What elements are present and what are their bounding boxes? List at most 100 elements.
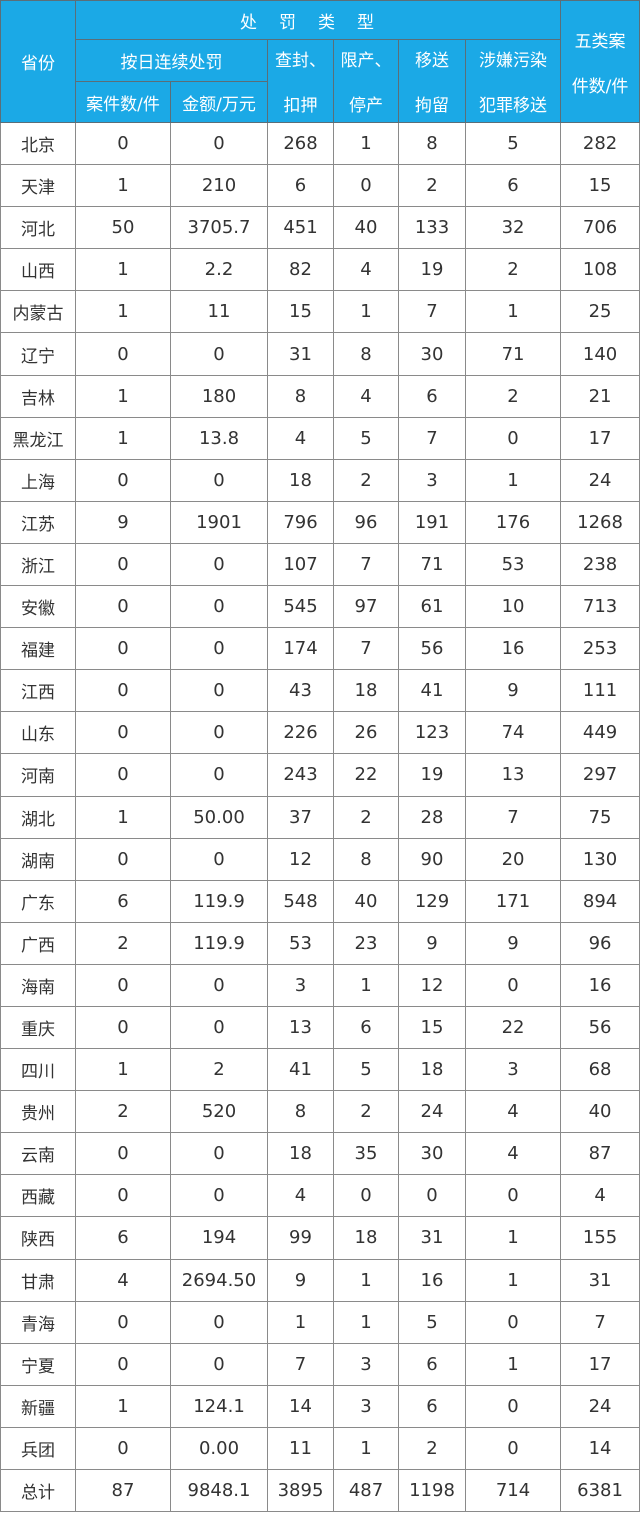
cell-amount: 0 — [170, 1005, 268, 1050]
cell-seal: 9 — [267, 1258, 334, 1302]
cell-total: 449 — [560, 711, 640, 755]
cell-total: 894 — [560, 879, 640, 923]
cell-limit: 7 — [333, 542, 399, 587]
cell-cases: 1 — [75, 795, 171, 839]
cell-total: 96 — [560, 921, 640, 965]
cell-crime: 20 — [464, 837, 562, 881]
cell-province: 兵团 — [0, 1426, 76, 1471]
cell-crime: 6 — [464, 164, 562, 208]
cell-amount: 0 — [170, 542, 268, 587]
table-row: 山西 1 2.2 82 4 19 2 108 — [0, 248, 640, 292]
table-row: 贵州 2 520 8 2 24 4 40 — [0, 1090, 640, 1134]
cell-crime: 0 — [464, 1174, 562, 1218]
cell-amount: 9848.1 — [170, 1468, 268, 1513]
cell-transfer: 15 — [398, 1005, 466, 1050]
cell-crime: 4 — [464, 1132, 562, 1176]
cell-cases: 0 — [75, 332, 171, 376]
cell-cases: 1 — [75, 374, 171, 418]
cell-limit: 22 — [333, 753, 399, 797]
header-daily-penalty: 按日连续处罚 — [75, 39, 268, 82]
table-row: 甘肃 4 2694.50 9 1 16 1 31 — [0, 1258, 640, 1302]
cell-seal: 1 — [267, 1300, 334, 1344]
cell-limit: 1 — [333, 290, 399, 334]
cell-total: 75 — [560, 795, 640, 839]
cell-total: 253 — [560, 627, 640, 671]
cell-province: 福建 — [0, 627, 76, 671]
cell-total: 238 — [560, 542, 640, 587]
cell-seal: 11 — [267, 1426, 334, 1471]
table-row: 河北 50 3705.7 451 40 133 32 706 — [0, 206, 640, 250]
cell-cases: 0 — [75, 458, 171, 502]
cell-limit: 23 — [333, 921, 399, 965]
cell-limit: 18 — [333, 1216, 399, 1260]
cell-transfer: 8 — [398, 121, 466, 166]
cell-cases: 2 — [75, 1090, 171, 1134]
cell-cases: 0 — [75, 1174, 171, 1218]
cell-province: 河北 — [0, 206, 76, 250]
cell-limit: 26 — [333, 711, 399, 755]
cell-limit: 6 — [333, 1005, 399, 1050]
cell-province: 上海 — [0, 458, 76, 502]
cell-crime: 2 — [464, 248, 562, 292]
cell-transfer: 16 — [398, 1258, 466, 1302]
cell-limit: 96 — [333, 500, 399, 544]
table-row: 四川 1 2 41 5 18 3 68 — [0, 1048, 640, 1092]
cell-cases: 50 — [75, 206, 171, 250]
header-seal: 查封、 扣押 — [267, 39, 334, 123]
cell-transfer: 133 — [398, 206, 466, 250]
cell-province: 湖南 — [0, 837, 76, 881]
cell-transfer: 28 — [398, 795, 466, 839]
cell-province: 安徽 — [0, 585, 76, 629]
cell-total: 297 — [560, 753, 640, 797]
cell-cases: 0 — [75, 963, 171, 1007]
cell-transfer: 123 — [398, 711, 466, 755]
total-row: 总计 87 9848.1 3895 487 1198 714 6381 — [0, 1468, 640, 1513]
cell-province: 海南 — [0, 963, 76, 1007]
cell-crime: 9 — [464, 921, 562, 965]
cell-crime: 1 — [464, 1342, 562, 1386]
cell-crime: 13 — [464, 753, 562, 797]
cell-amount: 0 — [170, 1132, 268, 1176]
cell-amount: 520 — [170, 1090, 268, 1134]
cell-amount: 0 — [170, 711, 268, 755]
cell-total: 706 — [560, 206, 640, 250]
cell-province: 黑龙江 — [0, 416, 76, 460]
cell-cases: 1 — [75, 290, 171, 334]
table-row: 广东 6 119.9 548 40 129 171 894 — [0, 879, 640, 923]
cell-province: 吉林 — [0, 374, 76, 418]
table-row: 浙江 0 0 107 7 71 53 238 — [0, 542, 640, 587]
cell-amount: 0 — [170, 669, 268, 713]
cell-transfer: 24 — [398, 1090, 466, 1134]
cell-limit: 2 — [333, 1090, 399, 1134]
cell-cases: 4 — [75, 1258, 171, 1302]
cell-total: 282 — [560, 121, 640, 166]
cell-transfer: 3 — [398, 458, 466, 502]
cell-seal: 3895 — [267, 1468, 334, 1513]
table-row: 西藏 0 0 4 0 0 0 4 — [0, 1174, 640, 1218]
cell-limit: 8 — [333, 332, 399, 376]
cell-amount: 13.8 — [170, 416, 268, 460]
cell-crime: 0 — [464, 1384, 562, 1428]
cell-province: 湖北 — [0, 795, 76, 839]
cell-limit: 1 — [333, 1300, 399, 1344]
cell-total: 713 — [560, 585, 640, 629]
cell-limit: 2 — [333, 458, 399, 502]
cell-total: 1268 — [560, 500, 640, 544]
cell-limit: 3 — [333, 1342, 399, 1386]
cell-transfer: 41 — [398, 669, 466, 713]
cell-province: 西藏 — [0, 1174, 76, 1218]
cell-transfer: 56 — [398, 627, 466, 671]
cell-cases: 0 — [75, 1132, 171, 1176]
table-row: 兵团 0 0.00 11 1 2 0 14 — [0, 1426, 640, 1471]
cell-province: 天津 — [0, 164, 76, 208]
cell-total: 40 — [560, 1090, 640, 1134]
cell-seal: 13 — [267, 1005, 334, 1050]
cell-limit: 1 — [333, 1258, 399, 1302]
cell-limit: 4 — [333, 374, 399, 418]
cell-province: 江苏 — [0, 500, 76, 544]
cell-cases: 0 — [75, 837, 171, 881]
table-row: 新疆 1 124.1 14 3 6 0 24 — [0, 1384, 640, 1428]
cell-seal: 8 — [267, 1090, 334, 1134]
cell-transfer: 30 — [398, 332, 466, 376]
cell-crime: 5 — [464, 121, 562, 166]
